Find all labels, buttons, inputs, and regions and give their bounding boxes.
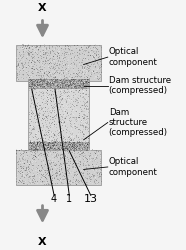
Bar xyxy=(28,88,89,144)
Bar xyxy=(16,45,102,80)
Bar xyxy=(28,79,89,88)
Text: Optical
component: Optical component xyxy=(109,48,158,67)
Text: X: X xyxy=(38,3,47,13)
Text: Optical
component: Optical component xyxy=(109,157,158,177)
Text: Dam
structure
(compressed): Dam structure (compressed) xyxy=(109,108,168,138)
Text: 1: 1 xyxy=(66,194,72,204)
Text: X: X xyxy=(38,237,47,247)
Text: 13: 13 xyxy=(84,194,98,204)
Bar xyxy=(16,150,102,186)
Bar xyxy=(28,142,89,151)
Text: 4: 4 xyxy=(51,194,57,204)
Text: Dam structure
(compressed): Dam structure (compressed) xyxy=(109,76,171,95)
